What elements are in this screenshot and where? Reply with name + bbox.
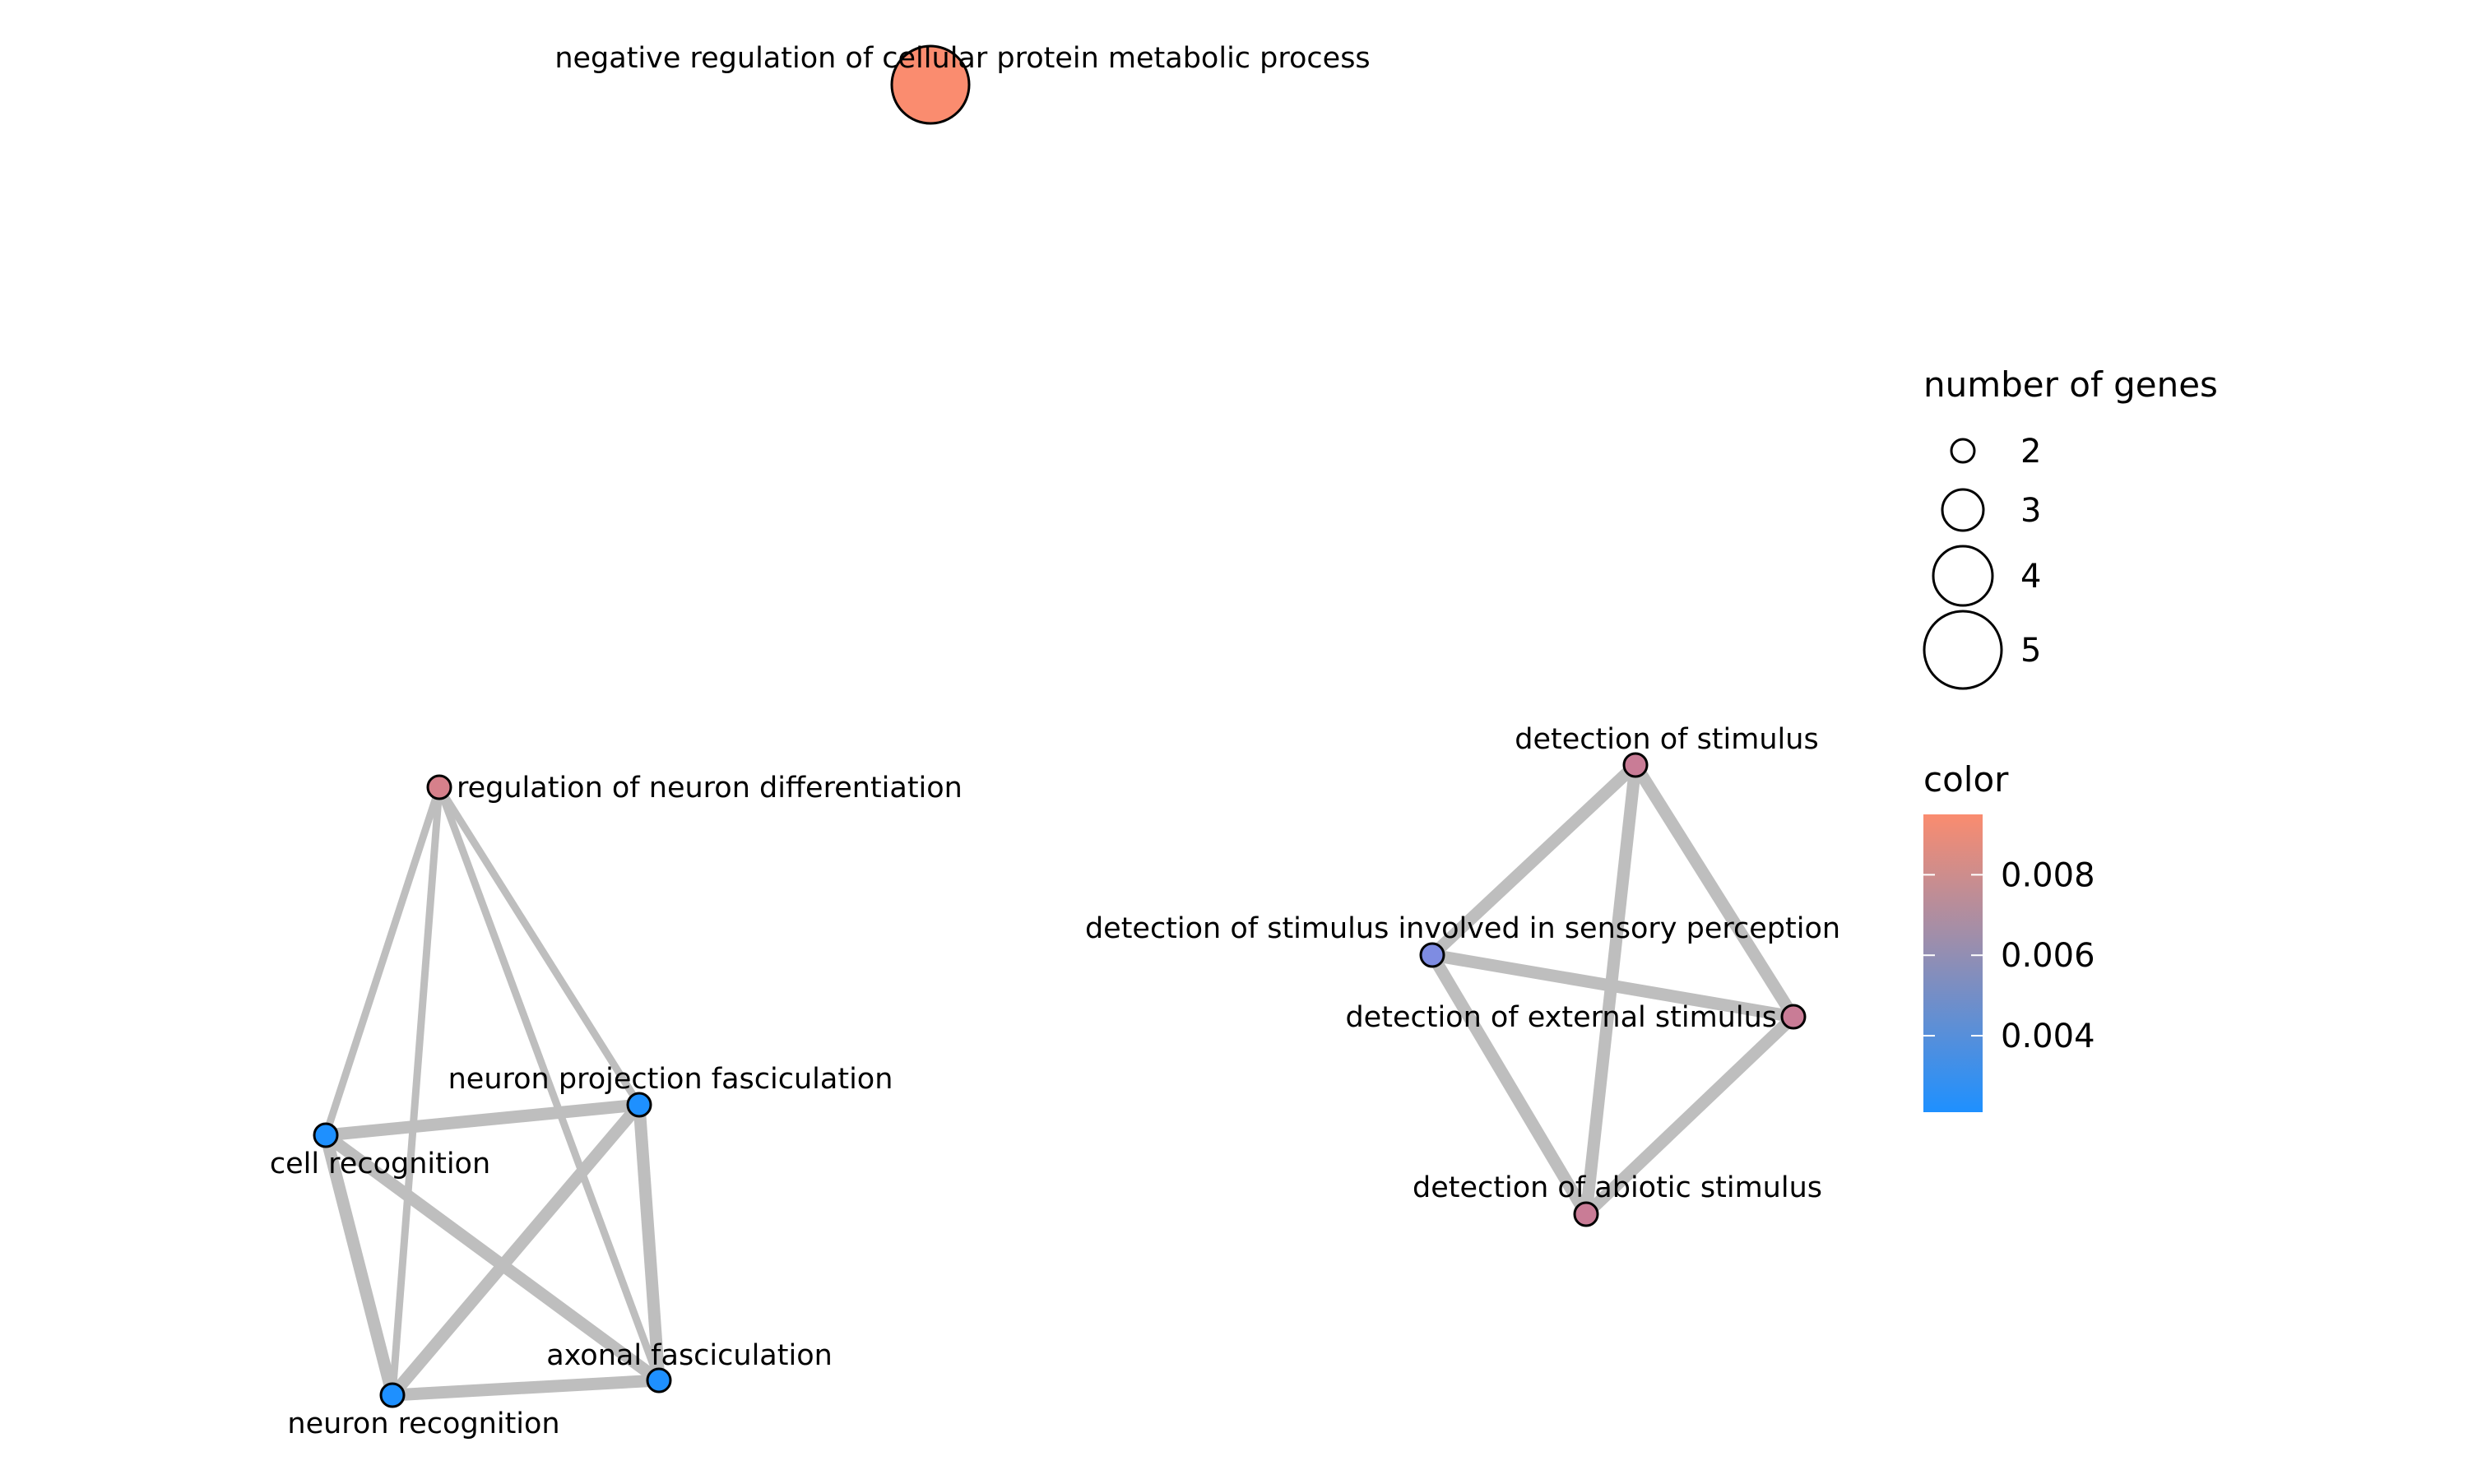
edge-cell-ax (322, 1129, 663, 1386)
color-tick-label-0.006: 0.006 (2001, 937, 2095, 975)
size-legend-circle-4 (1932, 545, 1994, 607)
node-label-des: detection of external stimulus (1345, 1001, 1777, 1034)
edge-des-das (1581, 1012, 1798, 1219)
size-legend: 2 3 4 5 (1923, 433, 2041, 690)
edge-cell-npf (325, 1098, 640, 1142)
edge-reg-cell (322, 786, 443, 1137)
edge-dsp-das (1427, 952, 1592, 1217)
node-label-ax: axonal fasciculation (546, 1339, 833, 1372)
edge-npf-ax (633, 1104, 666, 1381)
edge-ds-des (1630, 762, 1799, 1020)
edge-reg-npf (436, 785, 643, 1107)
labels-layer: negative regulation of cellular protein … (270, 42, 1840, 1440)
size-legend-label-3: 3 (2020, 492, 2041, 530)
node-des[interactable] (1780, 1004, 1807, 1030)
node-label-nr: neuron recognition (287, 1407, 559, 1440)
edge-npf-nr (387, 1101, 644, 1399)
size-legend-circle-2 (1950, 438, 1976, 464)
node-reg[interactable] (426, 774, 452, 800)
size-legend-circle-3 (1941, 488, 1985, 532)
node-cell[interactable] (313, 1122, 339, 1148)
node-label-ds: detection of stimulus (1515, 723, 1818, 756)
edges-layer (319, 760, 1799, 1402)
node-ax[interactable] (646, 1367, 672, 1394)
node-npf[interactable] (626, 1092, 652, 1118)
node-label-cell: cell recognition (270, 1148, 490, 1180)
color-tick-label-0.004: 0.004 (2001, 1018, 2095, 1055)
size-legend-label-5: 5 (2020, 632, 2041, 670)
color-legend-bar (1923, 814, 1983, 1112)
node-label-neg: negative regulation of cellular protein … (554, 42, 1370, 75)
size-legend-circle-5 (1923, 610, 2003, 690)
edge-cell-nr (319, 1134, 399, 1397)
nodes-layer (313, 44, 1807, 1408)
edge-ds-dsp (1427, 760, 1640, 960)
node-label-dsp: detection of stimulus involved in sensor… (1085, 912, 1840, 945)
node-label-das: detection of abiotic stimulus (1413, 1171, 1822, 1204)
node-label-npf: neuron projection fasciculation (448, 1063, 893, 1096)
size-legend-label-2: 2 (2020, 433, 2041, 471)
edge-reg-nr (388, 786, 443, 1396)
node-neg[interactable] (890, 44, 971, 125)
edge-dsp-des (1431, 948, 1795, 1023)
node-ds[interactable] (1622, 752, 1649, 778)
size-legend-label-4: 4 (2020, 558, 2041, 596)
size-legend-title: number of genes (1923, 364, 2218, 405)
node-label-reg: regulation of neuron differentiation (457, 772, 963, 805)
edge-nr-ax (392, 1374, 660, 1402)
node-das[interactable] (1573, 1201, 1599, 1227)
color-tick-label-0.008: 0.008 (2001, 856, 2095, 894)
color-legend-title: color (1923, 759, 2009, 800)
edge-reg-ax (435, 786, 663, 1382)
node-dsp[interactable] (1419, 942, 1445, 968)
color-legend-ticks: 0.008 0.006 0.004 (1923, 856, 2095, 1055)
node-nr[interactable] (379, 1382, 406, 1408)
